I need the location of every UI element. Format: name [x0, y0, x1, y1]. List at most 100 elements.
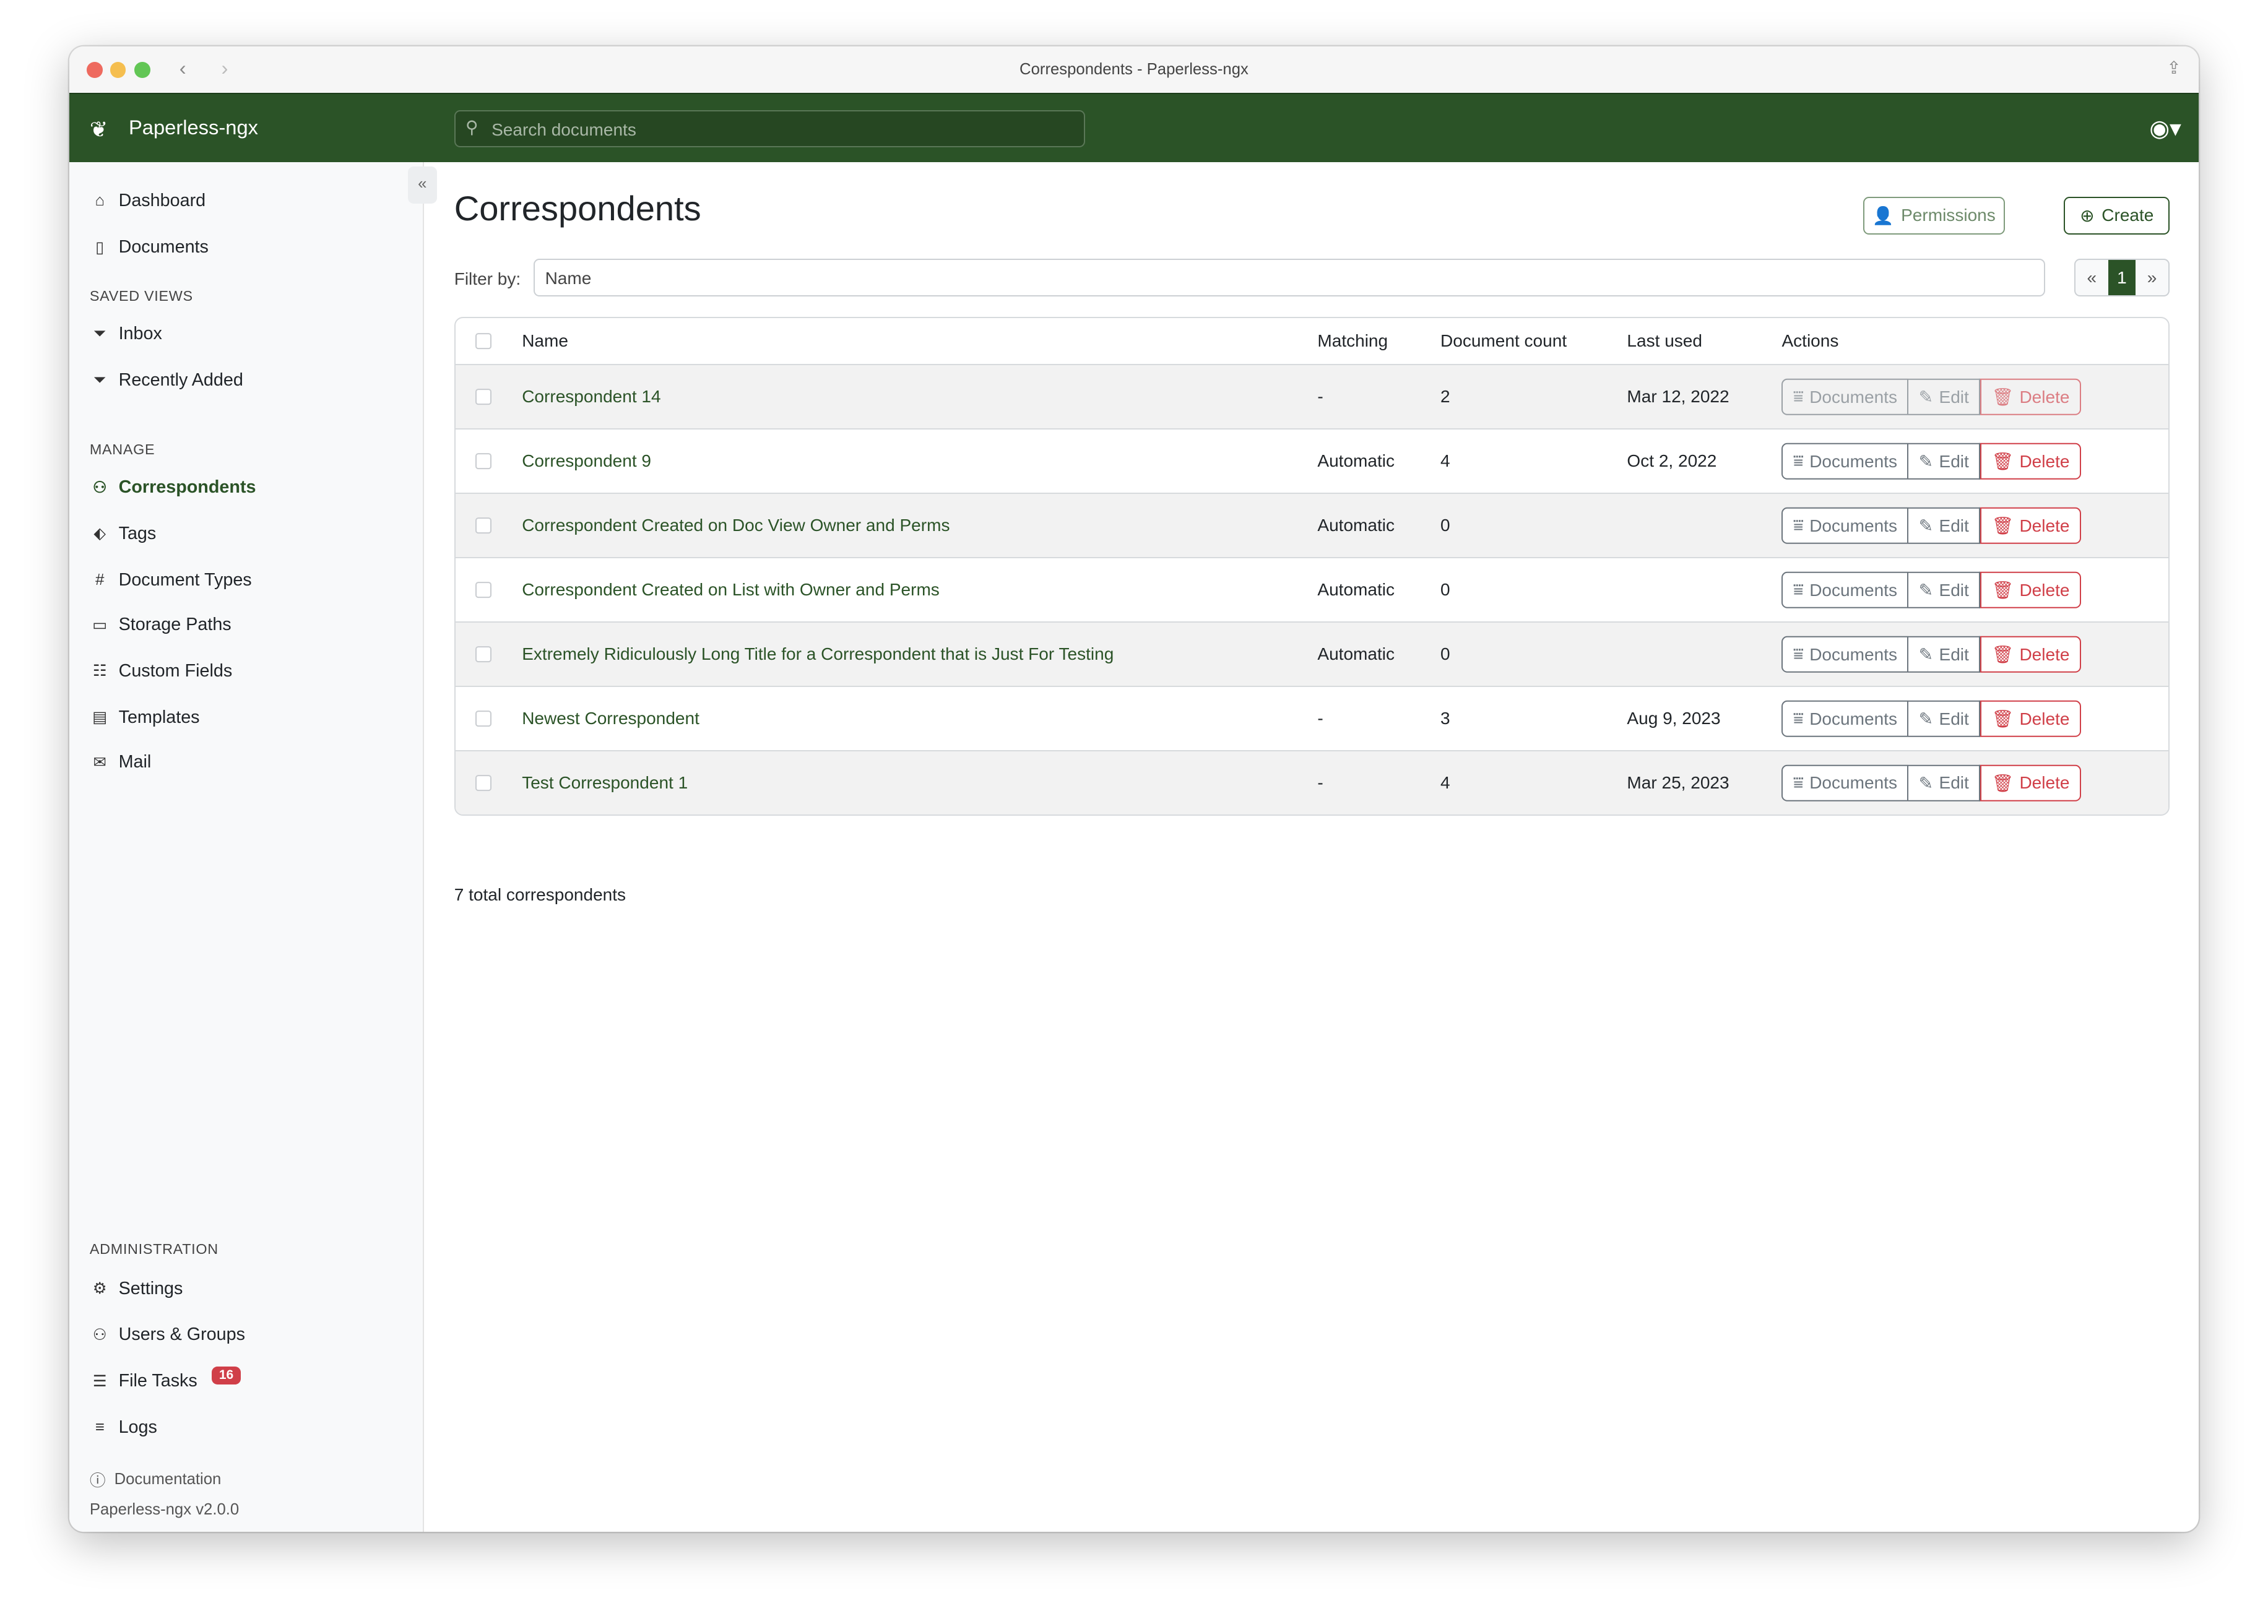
matching-cell: Automatic: [1317, 516, 1395, 535]
documentation-link[interactable]: ⓘ Documentation: [90, 1468, 221, 1491]
sidebar-item-documents[interactable]: ▯ Documents: [90, 237, 209, 257]
saved-views-heading: SAVED VIEWS: [89, 287, 193, 304]
sidebar-item-users-groups[interactable]: ⚇ Users & Groups: [90, 1324, 245, 1345]
sidebar-item-file-tasks[interactable]: ☰ File Tasks 16: [90, 1366, 241, 1391]
back-icon[interactable]: ‹: [179, 56, 186, 80]
documents-button[interactable]: ⩸ Documents: [1781, 379, 1909, 415]
select-all-checkbox[interactable]: [475, 333, 492, 349]
browser-window: ‹ › Correspondents - Paperless-ngx ⇪ ❦ P…: [69, 46, 2199, 1532]
row-checkbox[interactable]: [475, 582, 492, 598]
minimize-window-button[interactable]: [110, 62, 126, 79]
last-used-cell: Mar 25, 2023: [1627, 773, 1729, 793]
row-checkbox[interactable]: [475, 775, 492, 792]
search-input[interactable]: ⚲ Search documents: [454, 110, 1085, 148]
edit-button[interactable]: ✎ Edit: [1908, 765, 1981, 801]
delete-button[interactable]: 🗑 Delete: [1980, 765, 2081, 801]
edit-button[interactable]: ✎ Edit: [1908, 508, 1981, 544]
row-checkbox[interactable]: [475, 453, 492, 470]
row-actions: ⩸ Documents ✎ Edit 🗑 Delete: [1781, 443, 2081, 480]
correspondent-name-link[interactable]: Newest Correspondent: [522, 709, 699, 728]
sidebar-item-mail[interactable]: ✉ Mail: [90, 752, 151, 772]
sidebar-item-logs[interactable]: ≡ Logs: [90, 1417, 157, 1438]
documents-button[interactable]: ⩸ Documents: [1781, 636, 1909, 673]
sidebar-item-inbox[interactable]: ⏷ Inbox: [90, 324, 162, 344]
share-icon[interactable]: ⇪: [2166, 58, 2181, 78]
sidebar-item-label: Settings: [118, 1278, 183, 1298]
create-label: Create: [2101, 205, 2154, 225]
documents-button[interactable]: ⩸ Documents: [1781, 508, 1909, 544]
row-checkbox[interactable]: [475, 389, 492, 405]
correspondent-name-link[interactable]: Test Correspondent 1: [522, 773, 688, 793]
delete-button[interactable]: 🗑 Delete: [1980, 572, 2081, 608]
file-text-icon: ▤: [92, 709, 108, 727]
trash-icon: 🗑: [1991, 451, 2014, 471]
sidebar-item-dashboard[interactable]: ⌂ Dashboard: [90, 191, 206, 211]
create-button[interactable]: ⊕ Create: [2064, 196, 2170, 235]
row-checkbox[interactable]: [475, 517, 492, 534]
delete-button[interactable]: 🗑 Delete: [1980, 636, 2081, 673]
documents-button[interactable]: ⩸ Documents: [1781, 443, 1909, 480]
edit-button[interactable]: ✎ Edit: [1908, 701, 1981, 737]
permissions-label: Permissions: [1901, 205, 1996, 225]
documents-button[interactable]: ⩸ Documents: [1781, 765, 1909, 801]
filter-icon: ⩸: [1793, 772, 1804, 792]
correspondent-name-link[interactable]: Correspondent 14: [522, 387, 661, 407]
document-count-cell: 0: [1440, 580, 1450, 600]
house-icon: ⌂: [95, 192, 105, 210]
collapse-sidebar-button[interactable]: «: [407, 166, 437, 204]
sidebar-item-custom-fields[interactable]: ☷ Custom Fields: [90, 661, 233, 681]
correspondent-name-link[interactable]: Correspondent Created on Doc View Owner …: [522, 516, 950, 535]
delete-label: Delete: [2019, 451, 2070, 471]
column-document-count[interactable]: Document count: [1440, 331, 1567, 351]
sidebar-item-correspondents[interactable]: ⚇ Correspondents: [90, 477, 256, 498]
pagination-next[interactable]: »: [2147, 267, 2157, 287]
correspondent-name-link[interactable]: Extremely Ridiculously Long Title for a …: [522, 644, 1114, 664]
delete-label: Delete: [2019, 516, 2070, 535]
documents-button[interactable]: ⩸ Documents: [1781, 701, 1909, 737]
close-window-button[interactable]: [87, 62, 103, 79]
window-title: Correspondents - Paperless-ngx: [1019, 61, 1249, 79]
maximize-window-button[interactable]: [134, 62, 150, 79]
list-task-icon: ☰: [92, 1372, 107, 1390]
sidebar-item-storage-paths[interactable]: ▭ Storage Paths: [90, 615, 232, 635]
gear-icon: ⚙: [92, 1280, 107, 1298]
row-checkbox[interactable]: [475, 710, 492, 727]
delete-button[interactable]: 🗑 Delete: [1980, 443, 2081, 480]
user-menu-icon[interactable]: ◉▾: [2149, 114, 2181, 141]
edit-button[interactable]: ✎ Edit: [1908, 379, 1981, 415]
document-count-cell: 4: [1440, 773, 1450, 793]
pagination-page[interactable]: 1: [2108, 260, 2136, 295]
correspondent-name-link[interactable]: Correspondent Created on List with Owner…: [522, 580, 940, 600]
filter-icon: ⩸: [1793, 451, 1804, 470]
table-row: Correspondent Created on List with Owner…: [455, 557, 2169, 621]
pencil-icon: ✎: [1918, 387, 1934, 407]
trash-icon: 🗑: [1991, 644, 2014, 664]
page-title: Correspondents: [454, 188, 701, 228]
version-text: Paperless-ngx v2.0.0: [89, 1501, 240, 1519]
documents-button[interactable]: ⩸ Documents: [1781, 572, 1909, 608]
row-checkbox[interactable]: [475, 646, 492, 663]
sidebar-item-label: Document Types: [118, 569, 252, 590]
delete-button[interactable]: 🗑 Delete: [1980, 508, 2081, 544]
brand-link[interactable]: Paperless-ngx: [128, 115, 258, 139]
column-name[interactable]: Name: [522, 331, 568, 351]
delete-button[interactable]: 🗑 Delete: [1980, 379, 2081, 415]
column-last-used[interactable]: Last used: [1627, 331, 1702, 351]
sidebar-item-document-types[interactable]: # Document Types: [90, 570, 252, 590]
pagination-prev[interactable]: «: [2087, 267, 2097, 287]
edit-button[interactable]: ✎ Edit: [1908, 572, 1981, 608]
permissions-button[interactable]: 👤 Permissions: [1863, 196, 2005, 235]
forward-icon[interactable]: ›: [221, 56, 228, 80]
delete-label: Delete: [2019, 773, 2070, 793]
column-matching[interactable]: Matching: [1317, 331, 1388, 351]
sidebar-item-settings[interactable]: ⚙ Settings: [90, 1279, 183, 1299]
sidebar-item-label: Users & Groups: [118, 1324, 245, 1345]
sidebar-item-templates[interactable]: ▤ Templates: [90, 707, 199, 728]
correspondent-name-link[interactable]: Correspondent 9: [522, 451, 651, 471]
filter-name-input[interactable]: Name: [534, 259, 2046, 296]
delete-button[interactable]: 🗑 Delete: [1980, 701, 2081, 737]
edit-button[interactable]: ✎ Edit: [1908, 443, 1981, 480]
sidebar-item-tags[interactable]: ⬖ Tags: [90, 524, 156, 544]
edit-button[interactable]: ✎ Edit: [1908, 636, 1981, 673]
sidebar-item-recently-added[interactable]: ⏷ Recently Added: [90, 370, 243, 391]
